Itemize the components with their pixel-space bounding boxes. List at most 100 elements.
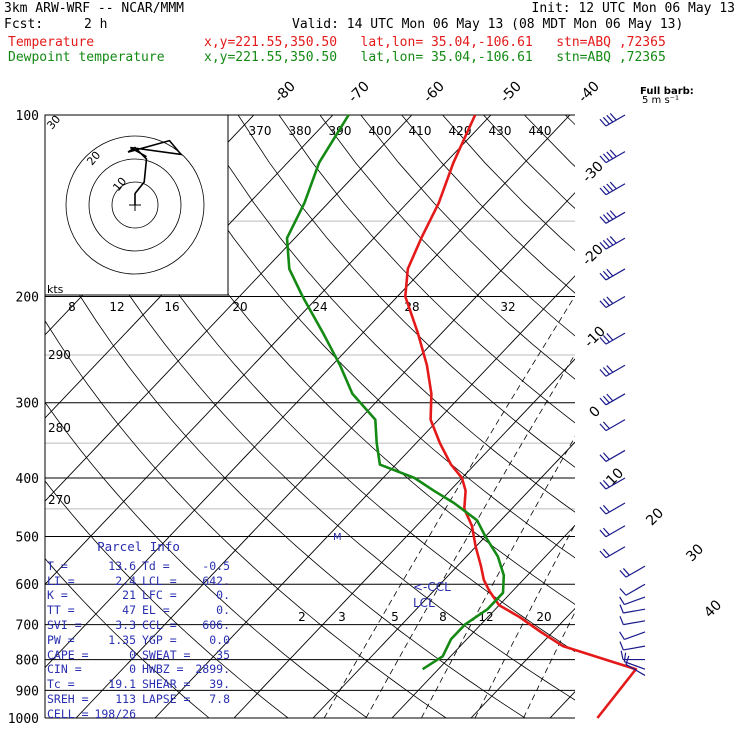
wind-barb-flag bbox=[606, 114, 614, 123]
wind-barb-flag bbox=[602, 335, 610, 343]
mixing-ratio-label: 16 bbox=[164, 300, 179, 314]
dry-adiabat bbox=[606, 115, 740, 718]
wind-barb-flag bbox=[599, 155, 607, 164]
mixing-ratio-label: 32 bbox=[500, 300, 515, 314]
dry-adiabat bbox=[278, 115, 575, 424]
hodograph-ring bbox=[88, 158, 182, 252]
wind-barb-flag bbox=[599, 187, 607, 196]
dry-adiabat bbox=[647, 115, 740, 718]
wind-barb-flag bbox=[599, 337, 607, 345]
parcel-param-value bbox=[194, 707, 230, 722]
parcel-param-value: 3.3 bbox=[115, 617, 136, 632]
wind-barb-flag bbox=[599, 397, 607, 406]
parcel-param-name: LAPSE = bbox=[142, 691, 191, 706]
wind-barb bbox=[605, 419, 626, 432]
wind-barb-flag bbox=[599, 550, 607, 559]
wind-barb-flag bbox=[599, 272, 607, 281]
wind-barb-flag bbox=[622, 568, 630, 576]
forecast-hour: 2 h bbox=[84, 17, 108, 32]
mixing-ratio-label: 2 bbox=[298, 610, 306, 624]
isotherm bbox=[45, 115, 413, 502]
wind-barb-flag bbox=[609, 181, 617, 190]
isotherm-label: -70 bbox=[345, 78, 372, 105]
pressure-label: 900 bbox=[16, 684, 39, 699]
wind-legend-title: Full barb: bbox=[640, 86, 694, 97]
parcel-param-value: 0 bbox=[129, 662, 136, 677]
isotherm-label: -80 bbox=[271, 78, 298, 105]
dry-adiabat bbox=[688, 115, 740, 718]
wind-barb-flag bbox=[619, 588, 627, 596]
wind-barb-flag bbox=[623, 652, 627, 662]
wind-barb-flag bbox=[602, 270, 610, 279]
init-time: Init: 12 UTC Mon 06 May 13 bbox=[531, 1, 736, 16]
pressure-label: 600 bbox=[16, 578, 39, 593]
parcel-row: T = 13.6 Td = -0.5 bbox=[47, 559, 230, 574]
wind-barb-flag bbox=[606, 238, 614, 246]
parcel-param-value: 0. bbox=[216, 588, 230, 603]
parcel-info-panel: Parcel Info T = 13.6 Td = -0.5 LI = 2.4 LCL = 6… bbox=[47, 539, 230, 722]
theta-label: 380 bbox=[289, 124, 312, 138]
isotherm bbox=[45, 115, 492, 585]
wind-barb-flag bbox=[599, 369, 607, 377]
parcel-param-name: EL = bbox=[142, 603, 170, 618]
wind-barb-flag bbox=[619, 570, 627, 578]
parcel-param-name: Tc = bbox=[47, 677, 75, 692]
wind-barb-flag bbox=[602, 527, 610, 536]
parcel-param-name: SVI = bbox=[47, 617, 82, 632]
mixing-ratio-line bbox=[523, 611, 575, 718]
dry-adiabat bbox=[115, 115, 575, 605]
parcel-param-value: 35 bbox=[216, 647, 230, 662]
mixing-ratio-label: 24 bbox=[312, 300, 327, 314]
isotherm bbox=[75, 192, 575, 718]
isotherm bbox=[391, 524, 575, 718]
dewpoint-location: x,y=221.55,350.50 lat,lon= 35.04,-106.61… bbox=[204, 50, 666, 65]
dewpoint-profile bbox=[285, 114, 506, 671]
valid-time: Valid: 14 UTC Mon 06 May 13 (08 MDT Mon … bbox=[292, 17, 684, 32]
parcel-row: SVI = 3.3 CCL = 606. bbox=[47, 618, 230, 633]
wind-barb bbox=[605, 525, 626, 538]
wind-barb bbox=[605, 546, 626, 559]
parcel-row: TT = 47 EL = 0. bbox=[47, 603, 230, 618]
theta-label: 400 bbox=[369, 124, 392, 138]
parcel-row: Tc = 19.1 SHEAR = 39. bbox=[47, 677, 230, 692]
wind-barb-flag bbox=[620, 650, 624, 660]
wind-barb-flag bbox=[599, 506, 607, 515]
pressure-label: 200 bbox=[16, 291, 39, 306]
pressure-label: 300 bbox=[16, 397, 39, 412]
adiabat-label: 290 bbox=[48, 348, 71, 362]
dry-adiabat bbox=[74, 115, 575, 653]
dry-adiabat bbox=[45, 557, 210, 718]
theta-label: 370 bbox=[249, 124, 272, 138]
dry-adiabat bbox=[442, 115, 575, 252]
parcel-param-name: CIN = bbox=[47, 662, 82, 677]
model-title: 3km ARW-WRF -- NCAR/MMM bbox=[4, 1, 185, 16]
parcel-param-value: -0.5 bbox=[202, 558, 230, 573]
isotherm-label: 10 bbox=[603, 465, 627, 489]
parcel-param-value: 198/26 bbox=[94, 706, 136, 721]
parcel-param-value: 39. bbox=[209, 677, 230, 692]
parcel-param-value: 19.1 bbox=[108, 677, 136, 692]
wind-barb-flag bbox=[609, 149, 617, 158]
wind-barb-flag bbox=[599, 529, 607, 538]
dry-adiabat bbox=[45, 140, 575, 701]
wind-barb-flag bbox=[602, 116, 610, 125]
dry-adiabat bbox=[319, 115, 575, 380]
wind-barb-flag bbox=[602, 153, 610, 162]
parcel-info-title: Parcel Info bbox=[97, 539, 180, 554]
isotherm bbox=[0, 115, 17, 718]
isotherm bbox=[154, 275, 575, 718]
parcel-param-value: 13.6 bbox=[108, 558, 136, 573]
wind-barb-flag bbox=[609, 236, 617, 244]
wind-barb bbox=[605, 268, 626, 281]
mixing-ratio-line bbox=[421, 436, 575, 718]
wind-barb bbox=[625, 583, 646, 596]
wind-barb bbox=[605, 183, 626, 196]
dewpoint-legend: Dewpoint temperature bbox=[8, 50, 165, 65]
parcel-param-value: 7.8 bbox=[209, 691, 230, 706]
wind-barb bbox=[623, 608, 646, 614]
parcel-row: CAPE = 0 SWEAT = 35 bbox=[47, 648, 230, 663]
parcel-param-name: TT = bbox=[47, 603, 75, 618]
isotherm bbox=[312, 441, 575, 718]
wind-barb-flag bbox=[599, 300, 607, 308]
wind-barb bbox=[605, 502, 626, 515]
